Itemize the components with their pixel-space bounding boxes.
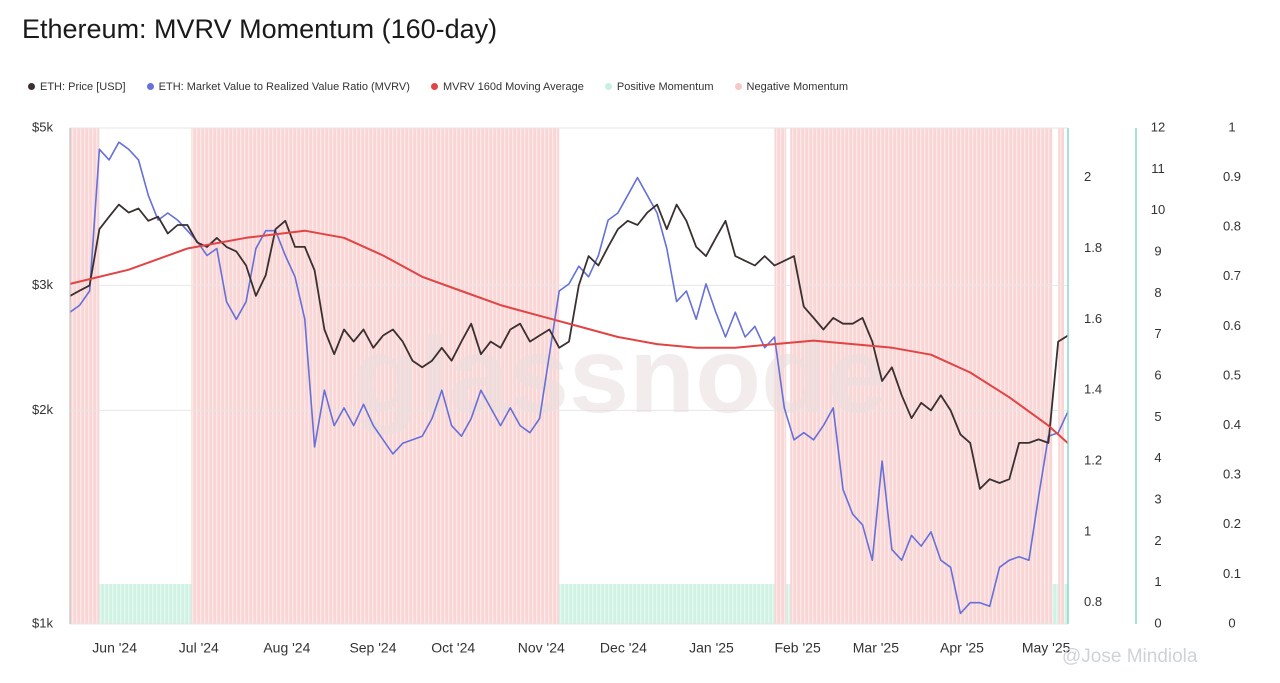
axis3-tick-label-2: 10 — [1151, 202, 1165, 217]
axis4-tick-label-4: 0.6 — [1223, 318, 1241, 333]
axis3-tick-label-10: 2 — [1154, 533, 1161, 548]
axis3-tick-label-8: 4 — [1154, 450, 1161, 465]
momentum-band-texture-2 — [191, 128, 560, 624]
axis3-tick-label-11: 1 — [1154, 574, 1161, 589]
background-logo: glassnode — [353, 314, 887, 435]
x-tick-label-8: Feb '25 — [774, 640, 820, 656]
legend-dot-positive — [604, 82, 612, 90]
momentum-band-texture-8 — [1058, 128, 1065, 624]
axis3-tick-label-4: 8 — [1154, 285, 1161, 300]
legend: ETH: Price [USD] ETH: Market Value to Re… — [28, 81, 866, 93]
axis3-tick-label-9: 3 — [1154, 491, 1161, 506]
x-tick-label-9: Mar '25 — [853, 640, 899, 656]
axis3-tick-label-0: 12 — [1151, 119, 1165, 134]
mvrv-tick-label-0: 2 — [1084, 169, 1091, 184]
axis4-tick-label-7: 0.3 — [1223, 467, 1241, 482]
axis3-tick-label-12: 0 — [1154, 615, 1161, 630]
momentum-band-texture-7 — [1052, 584, 1059, 624]
x-tick-label-10: Apr '25 — [940, 640, 984, 656]
price-tick-label-0: $5k — [32, 119, 53, 134]
axis4-tick-label-2: 0.8 — [1223, 219, 1241, 234]
legend-label-mvrv: ETH: Market Value to Realized Value Rati… — [158, 81, 410, 93]
legend-dot-mvrv — [146, 82, 154, 90]
mvrv-tick-label-6: 0.8 — [1084, 594, 1102, 609]
axis3-tick-label-5: 7 — [1154, 326, 1161, 341]
axis4-tick-label-3: 0.7 — [1223, 268, 1241, 283]
momentum-band-texture-5 — [786, 584, 791, 624]
x-tick-label-7: Jan '25 — [689, 640, 734, 656]
axis4-tick-label-6: 0.4 — [1223, 417, 1241, 432]
axis3-tick-label-1: 11 — [1151, 161, 1165, 176]
x-tick-label-1: Jul '24 — [179, 640, 219, 656]
price-tick-label-1: $3k — [32, 277, 53, 292]
mvrv-tick-label-3: 1.4 — [1084, 382, 1102, 397]
mvrv-tick-label-1: 1.8 — [1084, 240, 1102, 255]
momentum-band-texture-6 — [790, 128, 1053, 624]
momentum-band-texture-3 — [559, 584, 775, 624]
legend-label-ma: MVRV 160d Moving Average — [442, 81, 584, 93]
price-tick-label-3: $1k — [32, 615, 53, 630]
momentum-band-texture-1 — [99, 584, 192, 624]
legend-item-positive[interactable]: Positive Momentum — [604, 81, 714, 93]
legend-item-negative[interactable]: Negative Momentum — [734, 81, 849, 93]
axis4-tick-label-10: 0 — [1228, 615, 1235, 630]
legend-item-price[interactable]: ETH: Price [USD] — [28, 81, 126, 93]
x-tick-label-4: Oct '24 — [431, 640, 475, 656]
axis3-tick-label-3: 9 — [1154, 243, 1161, 258]
mvrv-tick-label-5: 1 — [1084, 523, 1091, 538]
legend-label-positive: Positive Momentum — [616, 81, 714, 93]
axis4-tick-label-8: 0.2 — [1223, 516, 1241, 531]
axis3-tick-label-6: 6 — [1154, 367, 1161, 382]
mvrv-tick-label-2: 1.6 — [1084, 311, 1102, 326]
watermark: @Jose Mindiola — [1062, 646, 1198, 667]
chart-title: Ethereum: MVRV Momentum (160-day) — [22, 14, 498, 44]
mvrv-line — [69, 141, 1069, 615]
x-tick-label-3: Sep '24 — [349, 640, 396, 656]
x-tick-label-5: Nov '24 — [518, 640, 565, 656]
axis4-tick-label-5: 0.5 — [1223, 367, 1241, 382]
legend-label-price: ETH: Price [USD] — [40, 81, 126, 93]
axis4-tick-label-0: 1 — [1228, 119, 1235, 134]
mvrv-ma-line — [69, 229, 1069, 445]
price-tick-label-2: $2k — [32, 402, 53, 417]
legend-dot-negative — [734, 82, 742, 90]
x-tick-label-2: Aug '24 — [263, 640, 310, 656]
price-line — [69, 203, 1069, 490]
mvrv-tick-label-4: 1.2 — [1084, 452, 1102, 467]
legend-item-ma[interactable]: MVRV 160d Moving Average — [430, 81, 584, 93]
axis4-tick-label-9: 0.1 — [1223, 566, 1241, 581]
axis3-tick-label-7: 5 — [1154, 409, 1161, 424]
legend-dot-ma — [430, 82, 438, 90]
legend-dot-price — [28, 82, 35, 90]
legend-item-mvrv[interactable]: ETH: Market Value to Realized Value Rati… — [146, 81, 410, 93]
x-tick-label-11: May '25 — [1022, 640, 1071, 656]
momentum-band-texture-9 — [1064, 584, 1068, 624]
x-tick-label-6: Dec '24 — [600, 640, 647, 656]
x-tick-label-0: Jun '24 — [92, 640, 137, 656]
axis4-tick-label-1: 0.9 — [1223, 169, 1241, 184]
legend-label-negative: Negative Momentum — [746, 81, 849, 93]
